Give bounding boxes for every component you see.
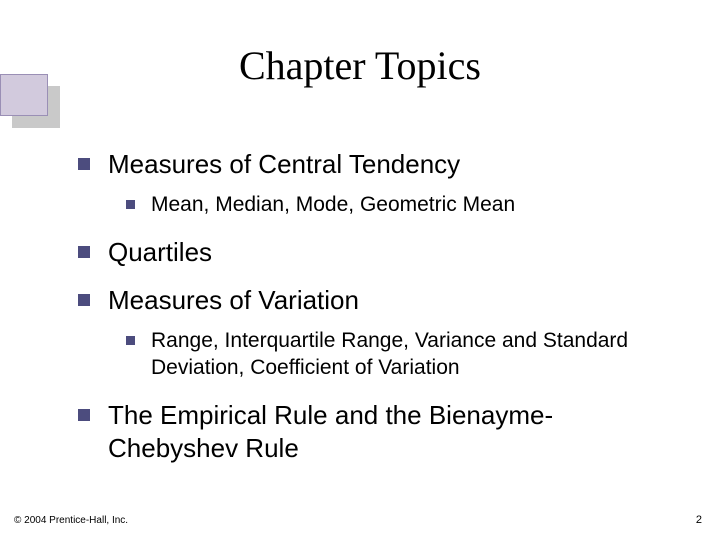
topic-text: Measures of Variation xyxy=(108,284,359,317)
topic-item: The Empirical Rule and the Bienayme-Cheb… xyxy=(78,399,678,464)
topic-text: The Empirical Rule and the Bienayme-Cheb… xyxy=(108,399,678,464)
square-bullet-icon xyxy=(78,158,90,170)
topic-item: Measures of Central Tendency xyxy=(78,148,678,181)
square-bullet-icon xyxy=(78,246,90,258)
subtopic-text: Mean, Median, Mode, Geometric Mean xyxy=(151,191,515,218)
topic-text: Quartiles xyxy=(108,236,212,269)
square-bullet-icon xyxy=(126,200,135,209)
topic-text: Measures of Central Tendency xyxy=(108,148,460,181)
slide-title: Chapter Topics xyxy=(0,42,720,89)
copyright-text: © 2004 Prentice-Hall, Inc. xyxy=(14,515,128,526)
subtopic-item: Range, Interquartile Range, Variance and… xyxy=(126,327,678,382)
content-area: Measures of Central Tendency Mean, Media… xyxy=(78,148,678,474)
square-bullet-icon xyxy=(126,336,135,345)
square-bullet-icon xyxy=(78,409,90,421)
topic-item: Measures of Variation xyxy=(78,284,678,317)
subtopic-text: Range, Interquartile Range, Variance and… xyxy=(151,327,678,382)
topic-item: Quartiles xyxy=(78,236,678,269)
page-number: 2 xyxy=(696,514,702,526)
square-bullet-icon xyxy=(78,294,90,306)
subtopic-item: Mean, Median, Mode, Geometric Mean xyxy=(126,191,678,218)
